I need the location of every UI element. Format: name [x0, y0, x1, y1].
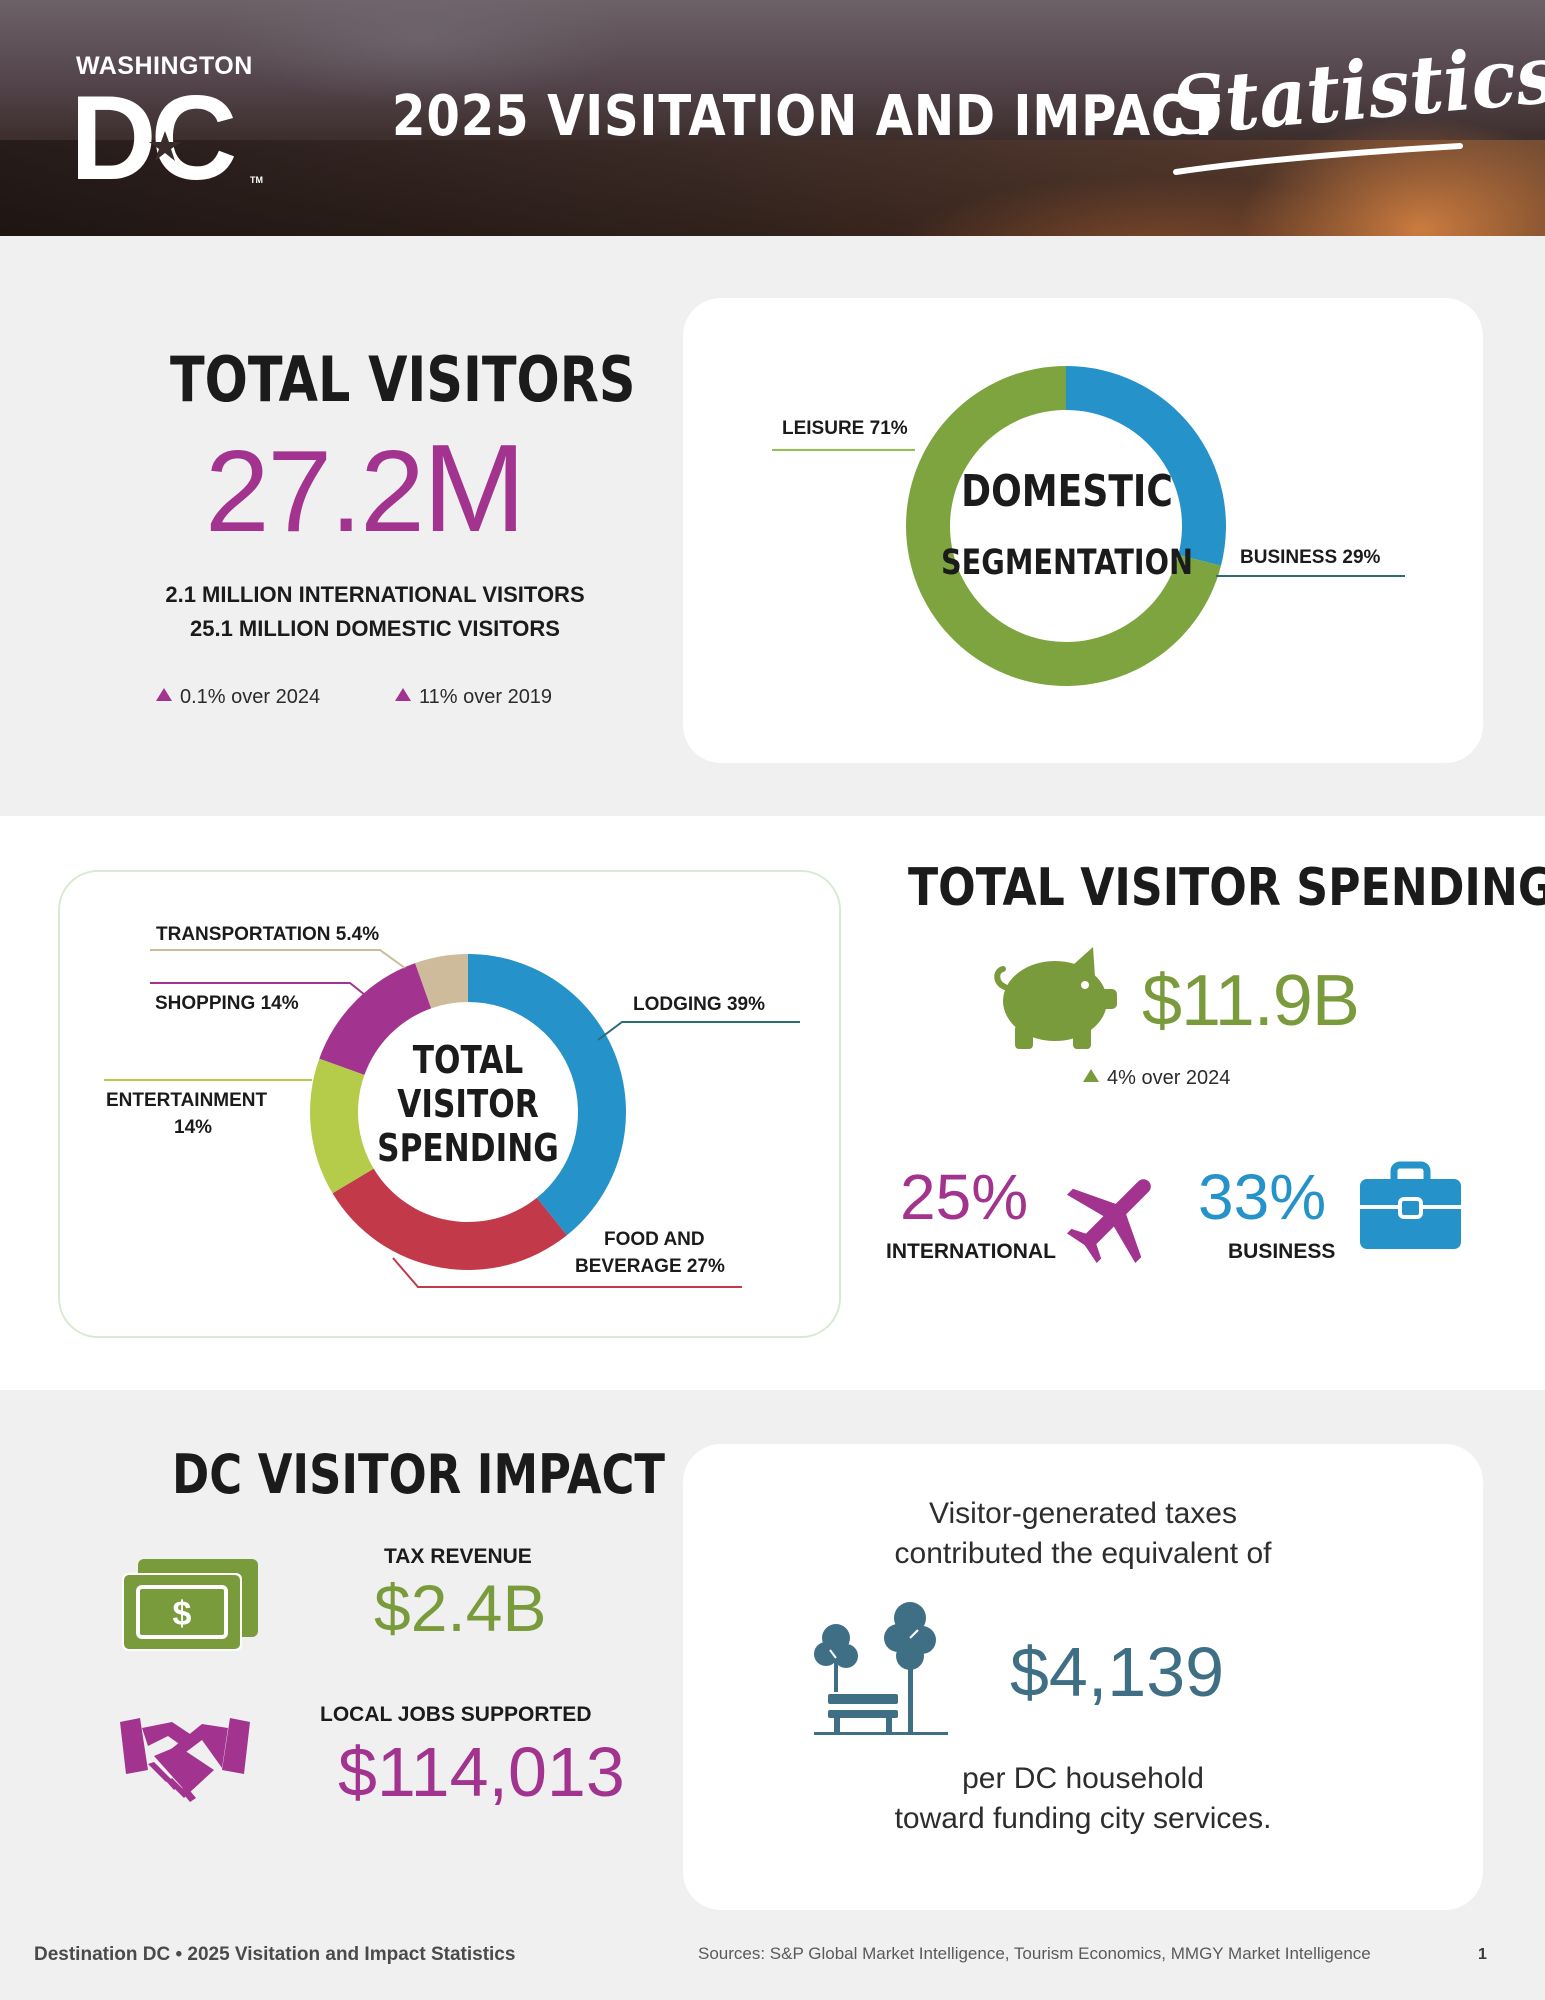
page-title: 2025 VISITATION AND IMPACT [392, 84, 1221, 149]
local-jobs-value: $114,013 [338, 1733, 625, 1811]
household-outro-line2: toward funding city services. [894, 1802, 1272, 1835]
logo-wordmark-washington: WASHINGTON [76, 52, 253, 80]
spending-slice-transportation [415, 954, 468, 1009]
piggy-bank-icon [994, 947, 1117, 1049]
up-triangle-icon [156, 688, 172, 701]
change-over-2024: 0.1% over 2024 [156, 686, 320, 709]
label-business: BUSINESS 29% [1240, 547, 1381, 568]
up-triangle-icon [395, 688, 411, 701]
label-leisure: LEISURE 71% [782, 418, 908, 439]
logo-trademark: TM [250, 175, 263, 185]
spending-donut-title-line3: SPENDING [377, 1126, 559, 1170]
change-over-2019-text: 11% over 2019 [419, 686, 553, 708]
lodging-leader-line [597, 1021, 800, 1041]
cash-icon: $ [122, 1559, 258, 1651]
change-over-2019: 11% over 2019 [395, 686, 552, 709]
label-lodging: LODGING 39% [633, 994, 765, 1015]
dc-logo: DC [70, 71, 241, 205]
tax-revenue-value: $2.4B [374, 1571, 547, 1645]
total-visitors-heading: TOTAL VISITORS [170, 343, 636, 416]
household-value: $4,139 [1010, 1633, 1225, 1711]
footer-bar [0, 1950, 1545, 2000]
park-bench-trees-icon [814, 1602, 948, 1735]
footer-sources: Sources: S&P Global Market Intelligence,… [698, 1944, 1371, 1963]
logo-star-icon [149, 131, 181, 161]
title-underline-swoosh [1173, 143, 1463, 175]
spending-slice-lodging [468, 954, 627, 1236]
spending-slice-food-and-beverage [332, 1168, 567, 1270]
household-outro-line1: per DC household [962, 1762, 1204, 1795]
up-triangle-icon [1083, 1069, 1099, 1082]
spending-slice-shopping [319, 963, 432, 1075]
spending-change-over-2024: 4% over 2024 [1083, 1067, 1230, 1090]
total-visitors-value: 27.2M [205, 418, 526, 560]
domestic-visitors-line: 25.1 MILLION DOMESTIC VISITORS [190, 616, 560, 641]
international-spending-label: INTERNATIONAL [886, 1240, 1056, 1263]
spending-slice-entertainment [309, 1058, 374, 1194]
handshake-icon [120, 1718, 250, 1802]
visitor-impact-heading: DC VISITOR IMPACT [172, 1443, 665, 1506]
household-contribution-card [683, 1444, 1483, 1910]
spending-donut-title-line2: VISITOR [397, 1082, 539, 1126]
international-visitors-line: 2.1 MILLION INTERNATIONAL VISITORS [165, 582, 585, 607]
spending-change-text: 4% over 2024 [1107, 1067, 1231, 1089]
dc-logo-text: DC [70, 71, 235, 205]
total-visitors-unit: M [422, 420, 526, 558]
label-shopping: SHOPPING 14% [155, 993, 299, 1014]
international-spending-pct: 25% [900, 1161, 1029, 1233]
transportation-leader-line [150, 949, 406, 969]
domestic-slice-business [1066, 366, 1226, 566]
spending-donut-title-line1: TOTAL [412, 1038, 524, 1082]
total-spending-value: $11.9B [1142, 961, 1360, 1041]
total-visitors-number: 27.2 [205, 426, 425, 556]
shopping-leader-line [150, 982, 366, 996]
total-spending-heading: TOTAL VISITOR SPENDING [908, 858, 1545, 918]
tax-revenue-label: TAX REVENUE [384, 1545, 532, 1568]
footer-document-title: Destination DC • 2025 Visitation and Imp… [34, 1944, 516, 1965]
domestic-donut-title-line1: DOMESTIC [961, 466, 1173, 517]
label-entertainment-line2: 14% [174, 1117, 213, 1138]
briefcase-icon [1360, 1161, 1461, 1249]
svg-text:$: $ [173, 1595, 192, 1633]
label-food-line1: FOOD AND [604, 1229, 705, 1250]
household-intro-line1: Visitor-generated taxes [929, 1497, 1237, 1530]
business-spending-label: BUSINESS [1228, 1240, 1336, 1263]
page-number: 1 [1478, 1946, 1487, 1963]
business-spending-pct: 33% [1198, 1161, 1327, 1233]
domestic-donut-title-line2: SEGMENTATION [940, 543, 1194, 583]
label-food-line2: BEVERAGE 27% [575, 1256, 725, 1277]
household-intro-line2: contributed the equivalent of [894, 1537, 1272, 1570]
airplane-icon [1066, 1179, 1151, 1264]
label-transportation: TRANSPORTATION 5.4% [156, 924, 380, 945]
change-over-2024-text: 0.1% over 2024 [180, 686, 321, 708]
label-entertainment-line1: ENTERTAINMENT [106, 1090, 268, 1111]
local-jobs-label: LOCAL JOBS SUPPORTED [320, 1703, 592, 1726]
food-leader-line [392, 1257, 742, 1288]
